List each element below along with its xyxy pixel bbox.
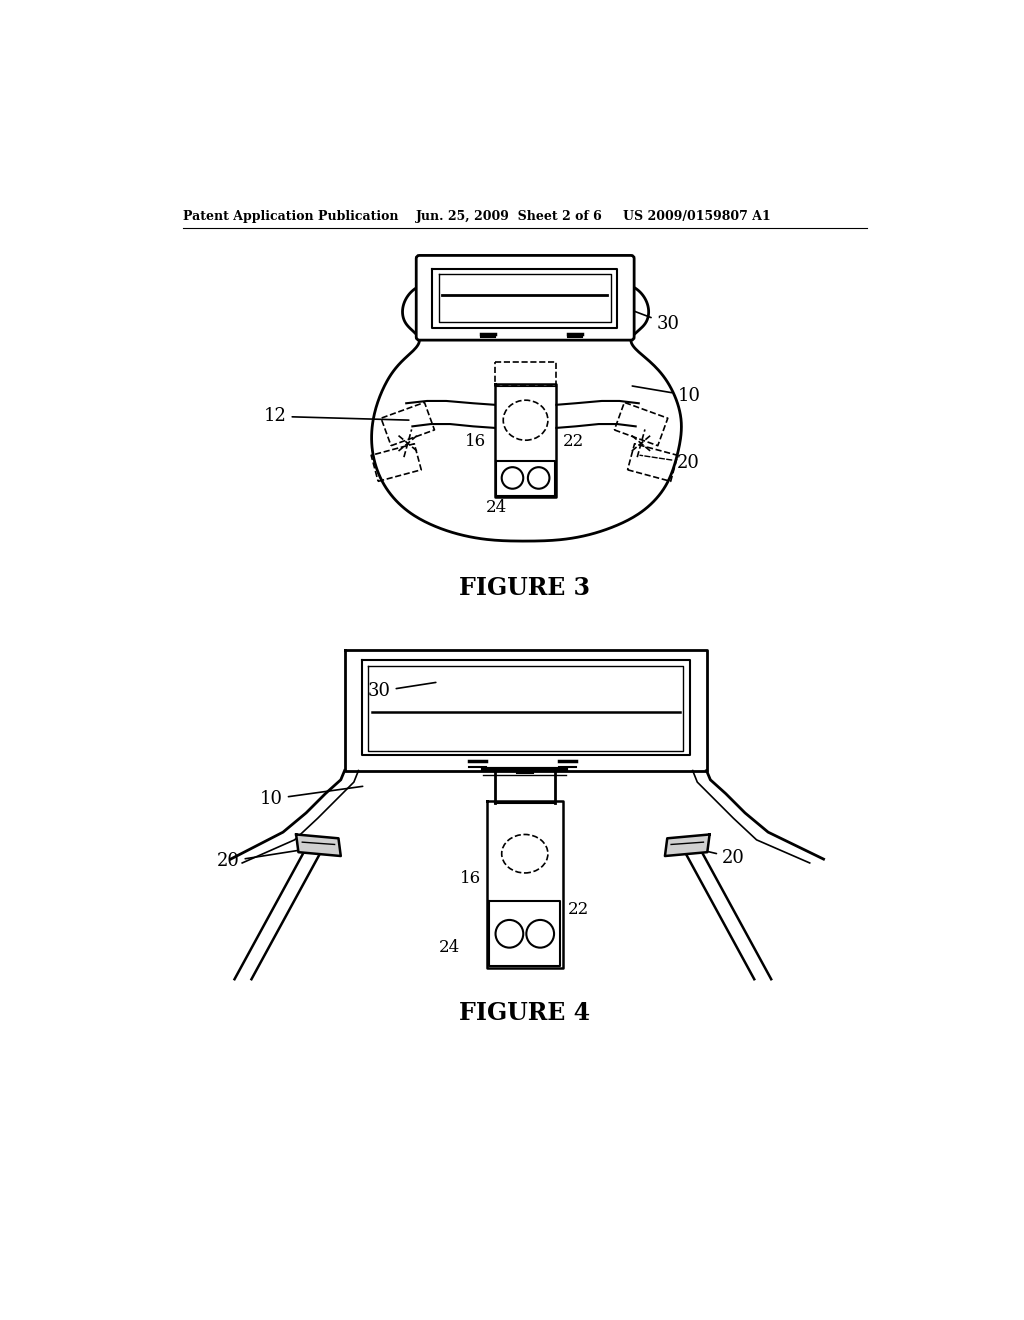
Text: FIGURE 3: FIGURE 3	[460, 576, 590, 601]
Text: 20: 20	[640, 454, 700, 471]
Text: Patent Application Publication: Patent Application Publication	[183, 210, 398, 223]
Polygon shape	[372, 272, 681, 541]
Text: 10: 10	[260, 787, 362, 808]
Text: FIGURE 4: FIGURE 4	[459, 1001, 591, 1026]
Polygon shape	[487, 801, 562, 969]
Polygon shape	[345, 649, 707, 771]
Text: 12: 12	[264, 408, 409, 425]
Polygon shape	[296, 834, 341, 857]
Text: 30: 30	[595, 297, 680, 333]
Text: 24: 24	[486, 499, 508, 516]
Polygon shape	[665, 834, 710, 857]
Text: 20: 20	[217, 849, 309, 870]
Text: 22: 22	[568, 900, 589, 917]
FancyBboxPatch shape	[416, 256, 634, 341]
Text: US 2009/0159807 A1: US 2009/0159807 A1	[624, 210, 771, 223]
Text: 16: 16	[460, 870, 481, 887]
Text: 22: 22	[563, 433, 585, 450]
Circle shape	[496, 920, 523, 948]
Circle shape	[526, 920, 554, 948]
Text: 24: 24	[438, 939, 460, 956]
Text: 30: 30	[368, 682, 436, 700]
Ellipse shape	[502, 834, 548, 873]
Ellipse shape	[503, 400, 548, 441]
Text: Jun. 25, 2009  Sheet 2 of 6: Jun. 25, 2009 Sheet 2 of 6	[416, 210, 602, 223]
Text: 20: 20	[697, 849, 744, 866]
Circle shape	[528, 467, 550, 488]
Circle shape	[502, 467, 523, 488]
Text: 16: 16	[465, 433, 486, 450]
Text: 10: 10	[632, 385, 700, 404]
